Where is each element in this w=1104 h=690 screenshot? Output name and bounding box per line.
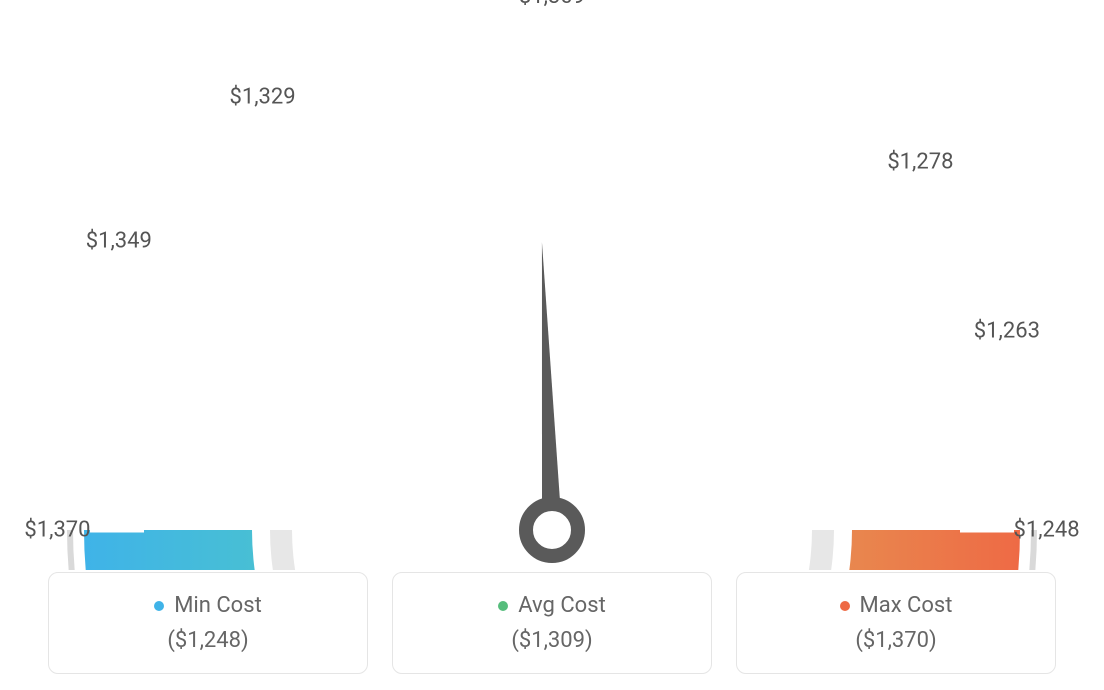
avg-cost-dot xyxy=(498,601,508,611)
cost-gauge-chart: $1,248$1,263$1,278$1,309$1,329$1,349$1,3… xyxy=(22,10,1082,570)
gauge-tick-label: $1,349 xyxy=(86,228,152,253)
max-cost-label: Max Cost xyxy=(860,593,953,618)
max-cost-dot xyxy=(840,601,850,611)
avg-cost-label: Avg Cost xyxy=(518,593,606,618)
gauge-tick-label: $1,278 xyxy=(887,149,953,174)
gauge-svg xyxy=(22,10,1082,570)
gauge-tick-label: $1,370 xyxy=(24,518,90,543)
gauge-tick-label: $1,329 xyxy=(229,84,295,109)
max-cost-title: Max Cost xyxy=(777,593,1015,618)
gauge-tick-label: $1,263 xyxy=(974,318,1040,343)
min-cost-dot xyxy=(154,601,164,611)
avg-cost-title: Avg Cost xyxy=(433,593,671,618)
min-cost-value: ($1,248) xyxy=(89,628,327,653)
avg-cost-card: Avg Cost ($1,309) xyxy=(392,572,712,674)
cost-summary-cards: Min Cost ($1,248) Avg Cost ($1,309) Max … xyxy=(48,572,1056,674)
max-cost-value: ($1,370) xyxy=(777,628,1015,653)
avg-cost-value: ($1,309) xyxy=(433,628,671,653)
min-cost-label: Min Cost xyxy=(174,593,262,618)
min-cost-card: Min Cost ($1,248) xyxy=(48,572,368,674)
gauge-tick-label: $1,248 xyxy=(1013,518,1079,543)
min-cost-title: Min Cost xyxy=(89,593,327,618)
gauge-tick-label: $1,309 xyxy=(519,0,585,9)
max-cost-card: Max Cost ($1,370) xyxy=(736,572,1056,674)
